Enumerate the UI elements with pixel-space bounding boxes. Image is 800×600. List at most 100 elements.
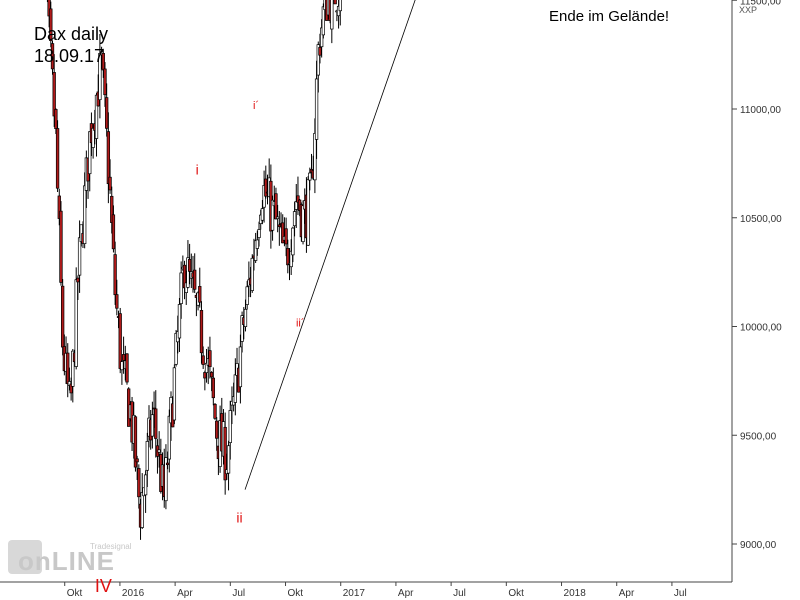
candle-body bbox=[108, 176, 112, 191]
candle-body bbox=[193, 269, 197, 290]
x-tick-label: 2018 bbox=[564, 588, 587, 599]
candle-body bbox=[277, 224, 281, 227]
candle-body bbox=[233, 374, 237, 403]
support-trendline bbox=[244, 0, 416, 490]
candle-body bbox=[54, 109, 58, 130]
candle-body bbox=[98, 53, 102, 101]
candle-body bbox=[145, 441, 149, 471]
candle-body bbox=[133, 416, 138, 468]
candle-body bbox=[208, 350, 212, 368]
candle-body bbox=[301, 205, 305, 243]
y-tick-label: 9500,00 bbox=[740, 431, 777, 442]
candle-body bbox=[260, 208, 265, 221]
candle-body bbox=[215, 420, 219, 439]
candle-body bbox=[157, 449, 161, 453]
candle-body bbox=[49, 8, 53, 41]
x-tick-label: Jul bbox=[674, 588, 687, 599]
chart-title: Dax daily bbox=[34, 24, 109, 44]
candle-body bbox=[120, 361, 124, 371]
logo-box-icon bbox=[8, 540, 42, 574]
candle-body bbox=[330, 0, 334, 30]
candle-body bbox=[83, 185, 87, 245]
candle-body bbox=[257, 229, 261, 238]
candle-body bbox=[77, 237, 82, 276]
candle-body bbox=[140, 492, 144, 528]
candle-body bbox=[338, 0, 342, 12]
candle-body bbox=[172, 367, 177, 421]
logo-sub: Tradesignal bbox=[90, 542, 132, 551]
candle-body bbox=[275, 216, 280, 220]
candle-body bbox=[245, 286, 249, 305]
candle-body bbox=[115, 294, 119, 309]
annotation-text: Ende im Gelände! bbox=[549, 8, 670, 25]
candle-body bbox=[250, 257, 254, 291]
candle-body bbox=[318, 47, 322, 56]
wave-label: ii´ bbox=[296, 318, 305, 330]
candle-body bbox=[118, 313, 122, 369]
candle-body bbox=[203, 372, 207, 379]
x-tick-label: Jul bbox=[453, 588, 466, 599]
x-tick-label: Apr bbox=[177, 588, 193, 599]
y-tick-label: 10500,00 bbox=[740, 214, 782, 225]
candle-body bbox=[150, 414, 155, 437]
candle-body bbox=[238, 346, 243, 388]
y-tick-label: 11000,00 bbox=[740, 105, 781, 116]
x-tick-label: Jul bbox=[232, 588, 245, 599]
wave-label: IV bbox=[95, 576, 112, 596]
candle-body bbox=[76, 277, 80, 283]
candle-body bbox=[105, 97, 109, 129]
candle-body bbox=[306, 179, 310, 246]
candle-body bbox=[243, 308, 248, 327]
x-tick-label: Okt bbox=[67, 588, 83, 599]
candle-body bbox=[59, 210, 63, 283]
y-tick-label: 9000,00 bbox=[740, 540, 777, 551]
candle-body bbox=[91, 127, 95, 148]
x-tick-label: Okt bbox=[288, 588, 304, 599]
candle-body bbox=[294, 201, 298, 210]
candle-body bbox=[209, 372, 214, 378]
candle-body bbox=[111, 214, 116, 250]
candle-body bbox=[201, 355, 205, 365]
axis-layer: 9000,00 9500,00 10000,00 10500,00 11000,00 11… bbox=[0, 0, 782, 599]
candle-body bbox=[199, 310, 204, 354]
candle-body bbox=[94, 94, 99, 139]
candle-body bbox=[137, 468, 141, 498]
x-tick-label: Apr bbox=[398, 588, 414, 599]
candle-body bbox=[121, 354, 126, 361]
candle-body bbox=[164, 457, 168, 502]
candle-body bbox=[321, 6, 326, 36]
candle-body bbox=[74, 279, 78, 367]
candle-body bbox=[313, 133, 317, 181]
candle-body bbox=[264, 178, 268, 197]
candle-body bbox=[125, 353, 129, 383]
candle-body bbox=[291, 227, 295, 256]
y-tick-label: 11500,00 bbox=[740, 0, 781, 7]
candle-body bbox=[187, 259, 192, 272]
candle-body bbox=[314, 78, 319, 140]
candle-body bbox=[286, 248, 290, 266]
candle-body bbox=[66, 352, 70, 385]
x-tick-label: Apr bbox=[619, 588, 635, 599]
candle-body bbox=[213, 403, 217, 419]
candle-body bbox=[179, 272, 183, 304]
y-tick-label: 10000,00 bbox=[740, 323, 782, 334]
x-tick-label: 2017 bbox=[343, 588, 366, 599]
candle-body bbox=[292, 211, 297, 227]
candle-body bbox=[101, 53, 105, 71]
candle-body bbox=[226, 445, 231, 474]
candle-body bbox=[255, 239, 259, 249]
candle-body bbox=[274, 193, 278, 220]
candle-body bbox=[55, 128, 60, 189]
symbol-label: XXP bbox=[739, 5, 758, 15]
candle-body bbox=[228, 410, 232, 443]
candles-layer bbox=[46, 0, 342, 540]
candle-body bbox=[308, 172, 312, 181]
trend-layer bbox=[244, 0, 416, 490]
x-tick-label: Okt bbox=[508, 588, 524, 599]
candle-body bbox=[177, 304, 182, 339]
watermark-logo: onLINE Tradesignal bbox=[8, 538, 148, 578]
logo-brand: onLINE bbox=[18, 546, 115, 576]
x-tick-label: 2016 bbox=[122, 588, 145, 599]
